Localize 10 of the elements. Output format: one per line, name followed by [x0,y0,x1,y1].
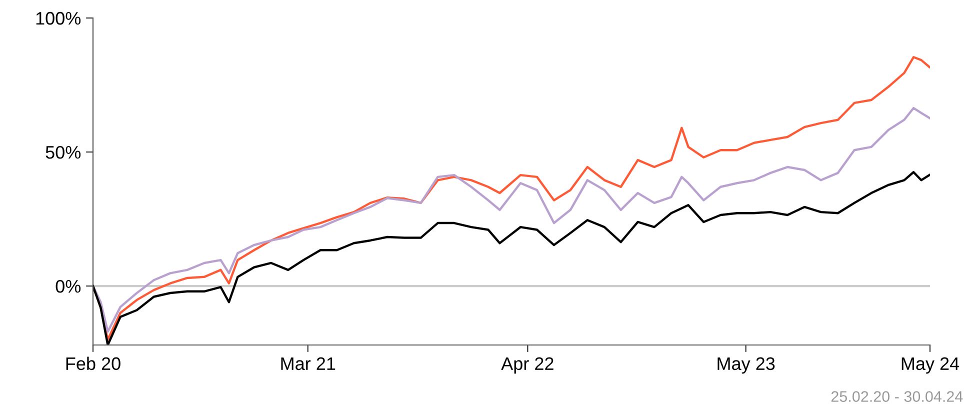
text: 25.02.20 - 30.04.24 [831,391,963,402]
x-tick-label: Feb 20 [66,356,120,370]
y-tick-label: 0% [56,280,81,293]
x-tick-label: May 23 [718,357,775,374]
line-series [93,106,930,333]
y-tick-label: 100% [36,12,81,25]
y-tick-label: 50% [46,146,81,159]
x-tick-label: Mar 21 [281,357,336,370]
x-tick-label: Apr 22 [501,357,554,374]
x-tick-label: May 24 [902,357,960,374]
